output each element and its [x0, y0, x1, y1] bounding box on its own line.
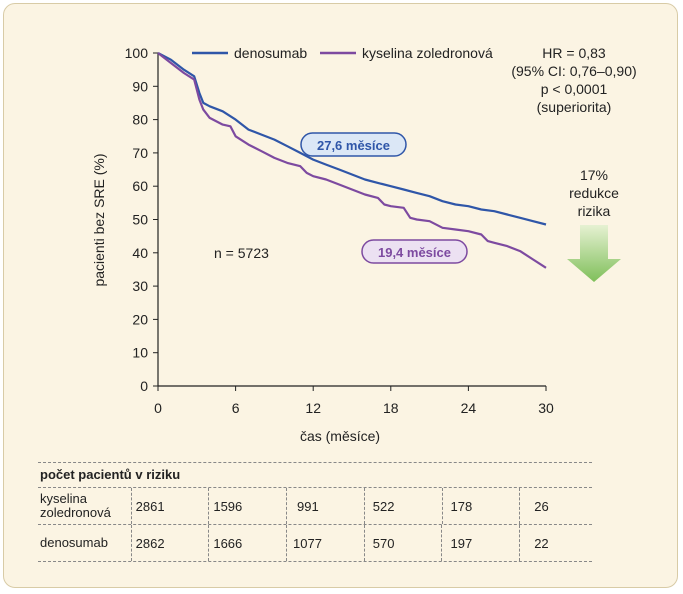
y-axis-title: pacienti bez SRE (%) [91, 153, 107, 286]
risk-cell: 2861 [130, 488, 209, 524]
risk-row-label-line1: kyselina [40, 491, 87, 506]
figure-frame [3, 3, 678, 588]
risk-cell: 26 [519, 488, 592, 524]
y-tick-label: 0 [140, 378, 148, 394]
y-tick-label: 60 [132, 178, 148, 194]
legend-label-denosumab: denosumab [234, 45, 307, 61]
sample-size-text: n = 5723 [214, 245, 269, 261]
risk-cell: 1077 [286, 525, 364, 561]
risk-table: počet pacientů v riziku kyselina zoledron… [38, 462, 592, 562]
y-tick-label: 90 [132, 78, 148, 94]
reduction-word: redukce [569, 185, 619, 201]
median-bubble-zoledronic [361, 239, 468, 264]
median-label-zoledronic: 19,4 měsíce [378, 245, 451, 260]
series-line-0 [157, 52, 547, 226]
legend-label-zoledronic: kyselina zoledronová [362, 45, 493, 61]
hr-text: HR = 0,83 [542, 45, 606, 61]
reduction-risk-word: rizika [578, 203, 611, 219]
down-arrow-icon [567, 225, 621, 282]
risk-cell: 2862 [130, 525, 209, 561]
series-layer [157, 52, 547, 269]
y-tick-label: 80 [132, 112, 148, 128]
x-tick-label: 30 [538, 400, 554, 416]
reduction-percent: 17% [580, 167, 608, 183]
survival-chart: 0 10 20 30 40 50 60 70 80 90 100 0 6 12 18 24 30 denosum… [91, 45, 637, 444]
axes: 0 10 20 30 40 50 60 70 80 90 100 0 6 12 18 24 30 [125, 45, 554, 416]
median-bubble-denosumab [300, 132, 407, 157]
median-label-denosumab: 27,6 měsíce [317, 138, 390, 153]
risk-cell: 1596 [208, 488, 286, 524]
x-tick-label: 24 [461, 400, 477, 416]
risk-table-title: počet pacientů v riziku [38, 462, 592, 487]
y-tick-label: 40 [132, 245, 148, 261]
y-tick-label: 20 [132, 311, 148, 327]
y-tick-label: 10 [132, 345, 148, 361]
x-tick-label: 12 [305, 400, 321, 416]
risk-row-denosumab: denosumab 2862 1666 1077 570 197 22 [38, 524, 592, 562]
y-tick-label: 100 [125, 45, 149, 61]
p-value-text: p < 0,0001 [541, 81, 608, 97]
y-tick-label: 30 [132, 278, 148, 294]
risk-cell: 178 [441, 488, 520, 524]
x-tick-label: 0 [154, 400, 162, 416]
risk-row-zoledronic: kyselina zoledronová 2861 1596 991 522 17… [38, 487, 592, 524]
x-tick-label: 6 [232, 400, 240, 416]
risk-cell: 22 [519, 525, 592, 561]
risk-row-label: denosumab [40, 535, 108, 550]
risk-row-label-line2: zoledronová [40, 505, 111, 520]
risk-cell: 991 [286, 488, 364, 524]
risk-cell: 197 [441, 525, 519, 561]
y-tick-label: 50 [132, 212, 148, 228]
risk-row-label: kyselina zoledronová [38, 488, 131, 524]
series-line-1 [157, 52, 547, 269]
ci-text: (95% CI: 0,76–0,90) [511, 63, 636, 79]
superiority-text: (superiorita) [537, 99, 612, 115]
risk-cell: 570 [363, 525, 442, 561]
y-tick-label: 70 [132, 145, 148, 161]
risk-cell: 522 [363, 488, 442, 524]
x-axis-title: čas (měsíce) [300, 428, 380, 444]
risk-cell: 1666 [208, 525, 286, 561]
x-tick-label: 18 [383, 400, 399, 416]
